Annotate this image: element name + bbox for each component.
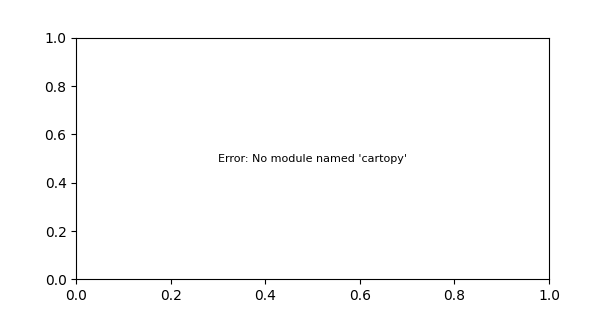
- Text: Error: No module named 'cartopy': Error: No module named 'cartopy': [218, 154, 407, 164]
